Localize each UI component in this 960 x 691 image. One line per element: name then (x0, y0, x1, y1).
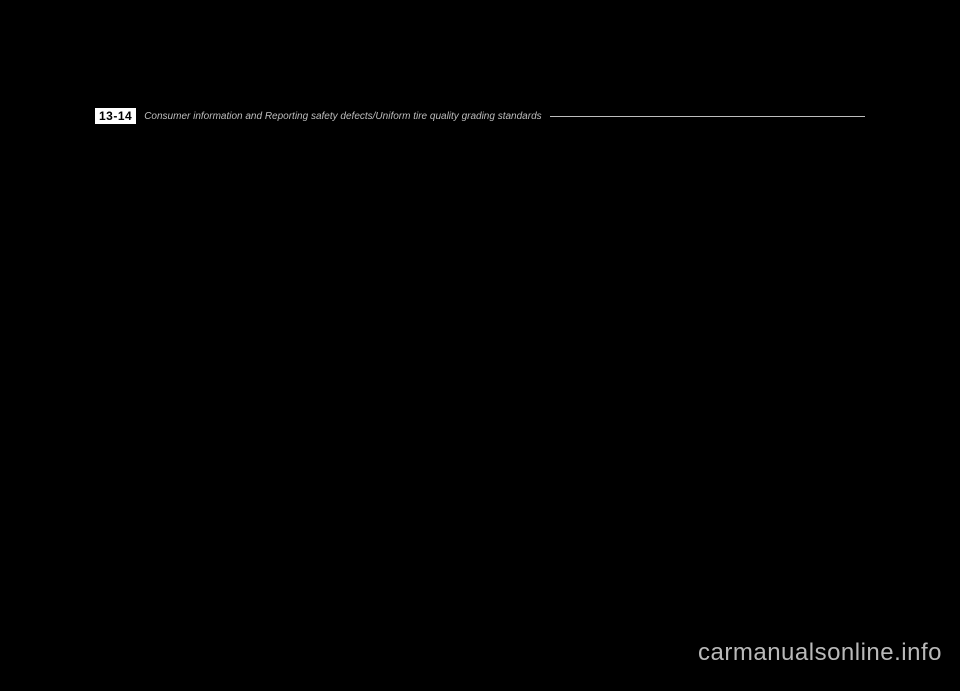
watermark-text: carmanualsonline.info (698, 639, 942, 667)
header-divider (550, 116, 865, 117)
page-number: 13-14 (95, 108, 136, 124)
page-header: 13-14 Consumer information and Reporting… (95, 108, 865, 124)
page-title: Consumer information and Reporting safet… (144, 111, 541, 122)
